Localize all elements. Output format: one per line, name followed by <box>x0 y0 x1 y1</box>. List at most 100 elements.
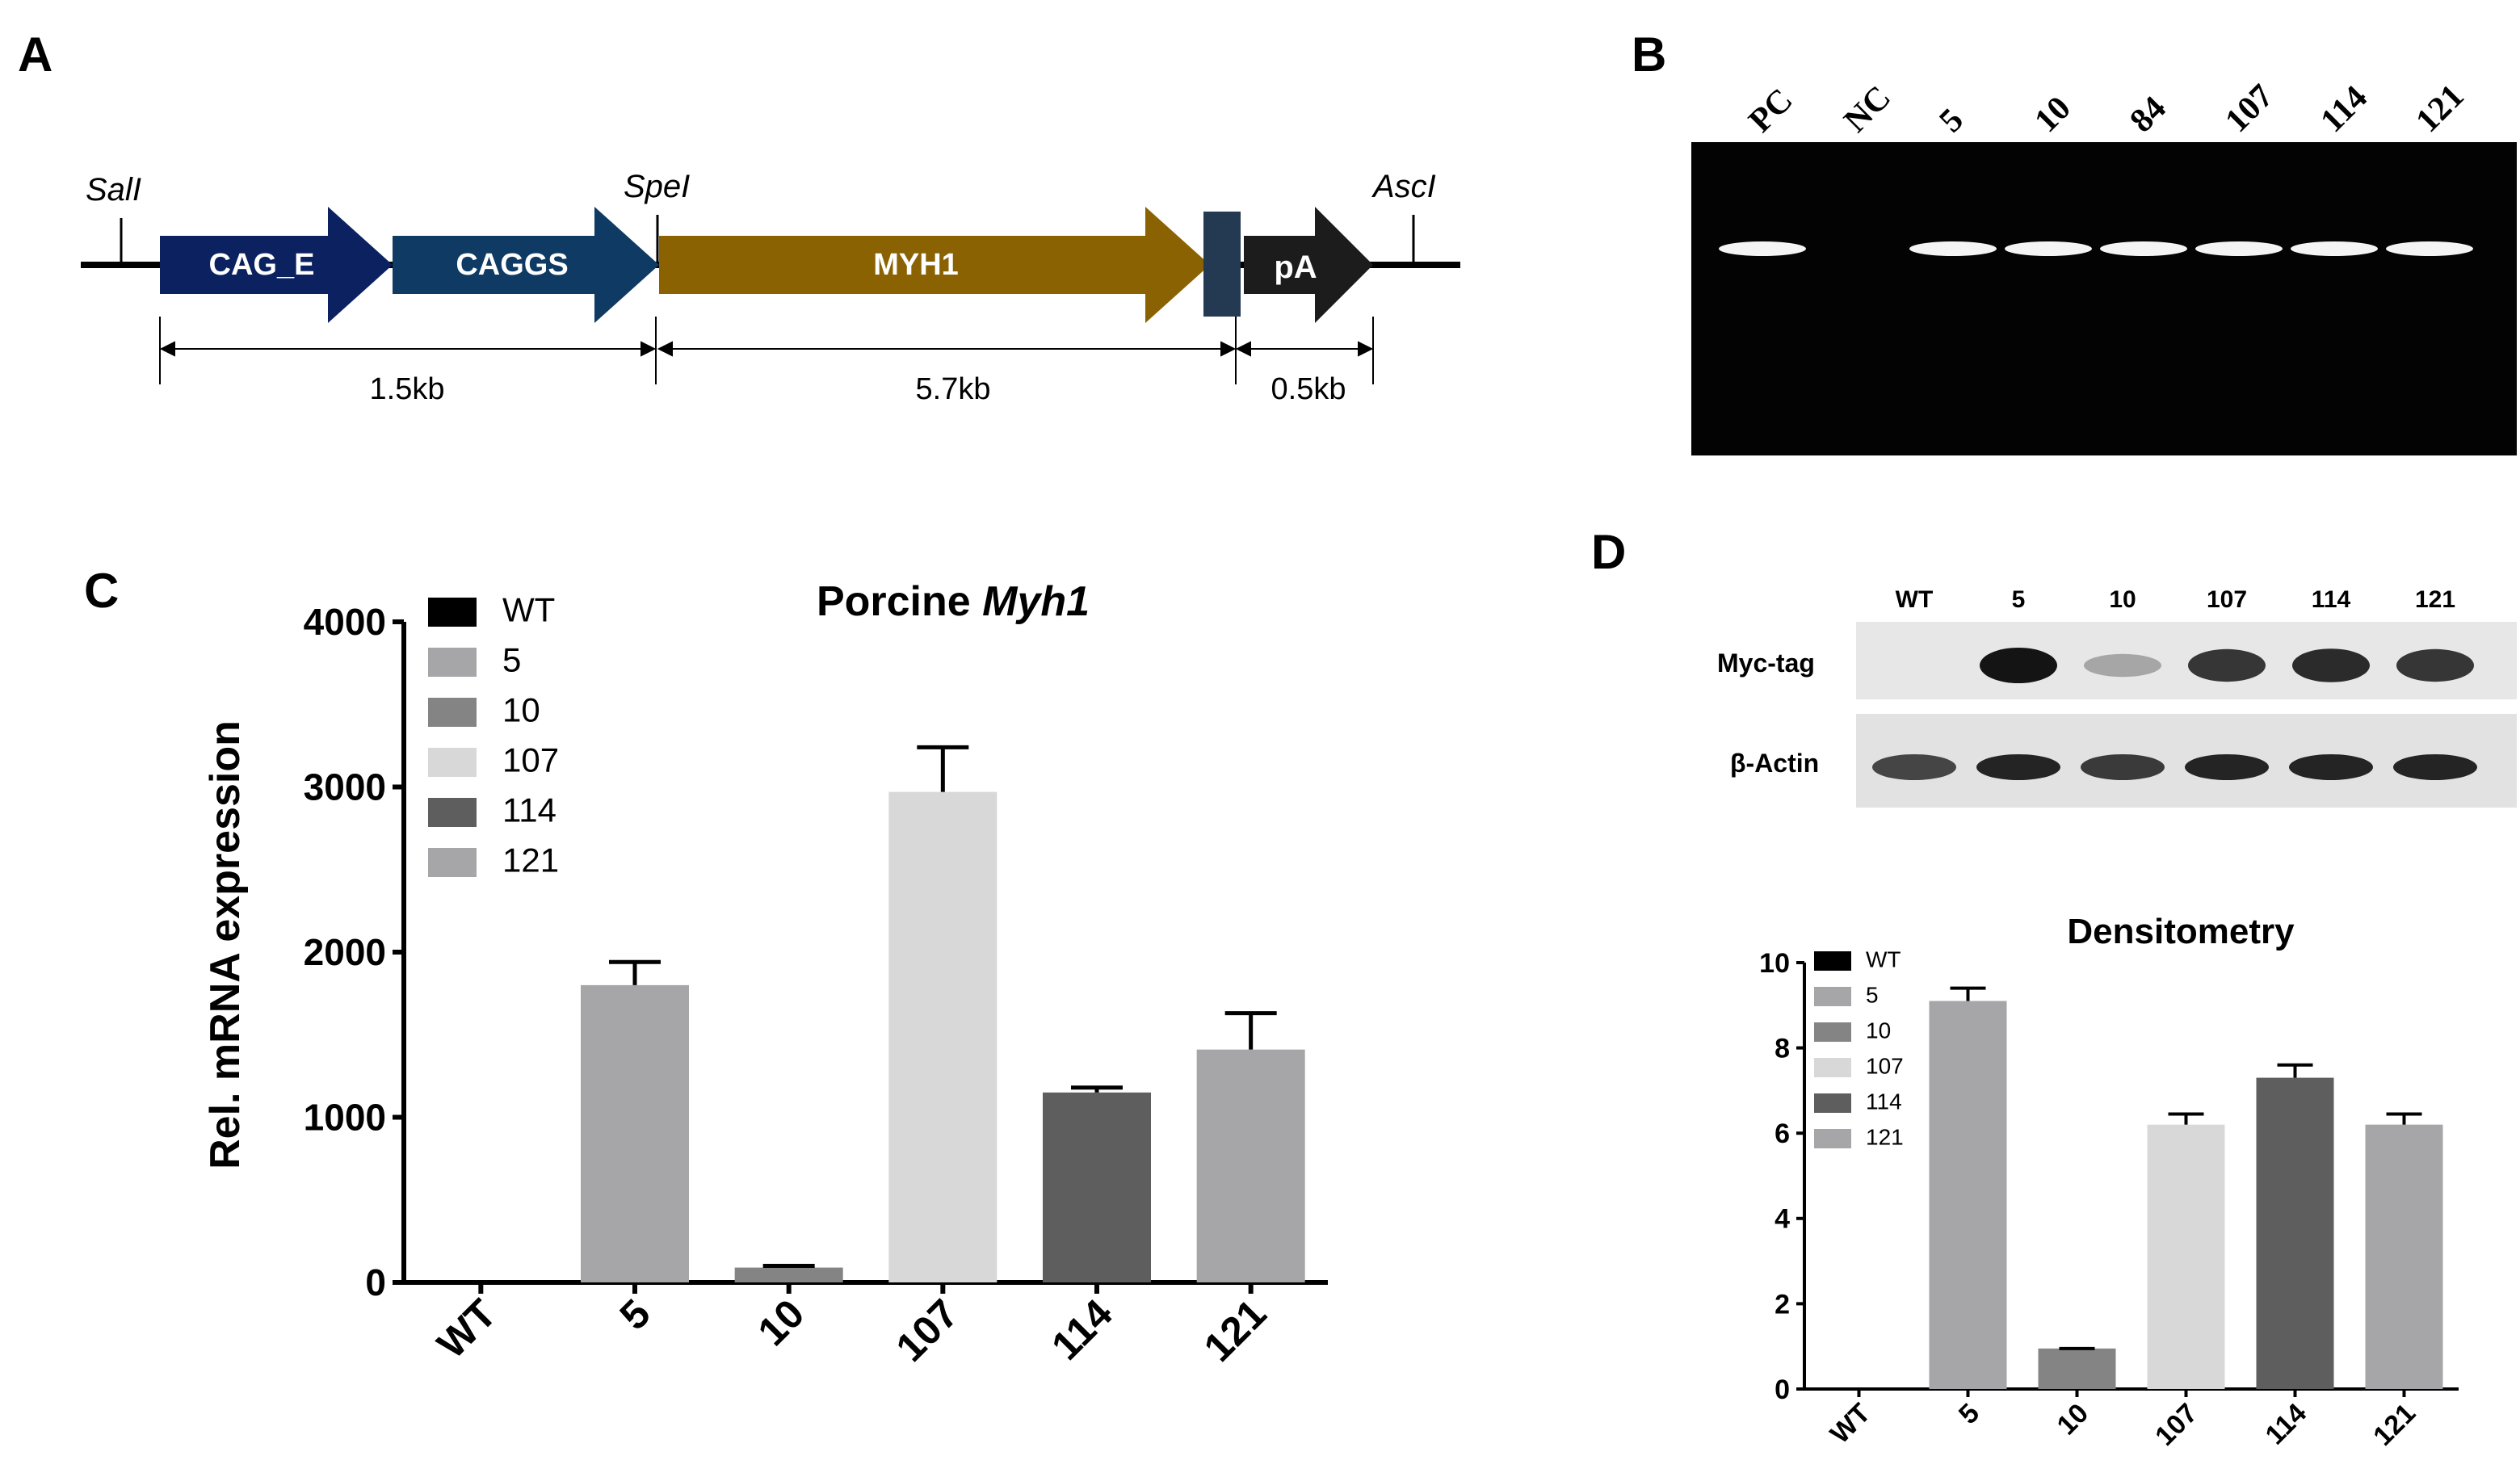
chart-d-legend-swatch-114 <box>1814 1093 1851 1113</box>
gel-band-84 <box>2100 241 2187 256</box>
gel-band-107 <box>2195 241 2283 256</box>
chart-c-legend-swatch-wt <box>428 598 477 627</box>
wb-actin-band-114 <box>2289 754 2373 780</box>
panel-a: A SalI SpeI AscI CAG_E CAGGS MYH1 pA 1.5… <box>18 27 1460 406</box>
size-bracket-1 <box>159 317 657 384</box>
gel-lane-label-nc: NC <box>1838 79 1898 140</box>
segment-myh1-arrow <box>659 207 1210 323</box>
wb-myc-band-10 <box>2084 653 2161 678</box>
wb-row-label-myc: Myc-tag <box>1717 648 1815 678</box>
panel-a-letter: A <box>18 27 52 82</box>
chart-d-ytick-label-4: 4 <box>1774 1204 1790 1235</box>
segment-caggs-label: CAGGS <box>456 248 568 282</box>
western-blot-bands <box>1872 648 2477 780</box>
chart-c-category-label-10: 10 <box>750 1290 813 1354</box>
chart-d-category-label-114: 114 <box>2259 1398 2312 1451</box>
wb-row-label-actin: β-Actin <box>1730 749 1819 778</box>
wb-lane-label-107: 107 <box>2207 586 2247 613</box>
chart-c-legend-swatch-107 <box>428 748 477 777</box>
chart-c: 0 1000 2000 3000 4000 WT 5 10 107 114 121 WT 5 10 107 1… <box>304 591 1328 1370</box>
chart-d-legend-swatch-10 <box>1814 1022 1851 1042</box>
chart-c-ytick-label-4000: 4000 <box>304 601 386 643</box>
chart-d-ytick-label-8: 8 <box>1774 1034 1790 1064</box>
gel-lane-label-114: 114 <box>2314 79 2375 140</box>
chart-d-ytick-label-10: 10 <box>1759 948 1790 979</box>
size-label-1: 1.5kb <box>370 372 445 406</box>
chart-c-ylabel: Rel. mRNA expression <box>202 720 249 1169</box>
chart-c-category-label-wt: WT <box>429 1290 506 1367</box>
chart-c-legend-swatch-10 <box>428 698 477 727</box>
chart-c-bar-121 <box>1196 1049 1305 1282</box>
size-label-2: 5.7kb <box>916 372 991 406</box>
wb-lane-label-10: 10 <box>2109 586 2136 613</box>
chart-c-legend-label-107: 107 <box>502 741 559 779</box>
site-spei: SpeI <box>624 169 690 204</box>
chart-c-category-label-5: 5 <box>611 1290 659 1338</box>
wb-lane-label-5: 5 <box>2012 586 2026 613</box>
panel-b: B PC NC 5 10 84 107 114 121 <box>1632 27 2517 455</box>
chart-c-bar-5 <box>581 984 689 1282</box>
chart-d-legend-label-121: 121 <box>1866 1125 1904 1150</box>
chart-d-bar-107 <box>2147 1124 2225 1389</box>
chart-c-bar-10 <box>734 1267 843 1282</box>
chart-d-legend-label-114: 114 <box>1866 1089 1902 1114</box>
chart-c-category-label-114: 114 <box>1043 1290 1121 1369</box>
gel-band-10 <box>2005 241 2092 256</box>
chart-c-title: Porcine Myh1 <box>817 578 1090 625</box>
panel-b-letter: B <box>1632 27 1666 82</box>
gel-lane-label-pc: PC <box>1742 82 1800 140</box>
chart-d-legend-swatch-wt <box>1814 951 1851 971</box>
wb-lane-label-114: 114 <box>2312 586 2351 613</box>
chart-d-bar-10 <box>2038 1348 2116 1389</box>
wb-myc-band-5 <box>1980 648 2057 683</box>
chart-d-ytick-label-0: 0 <box>1774 1374 1790 1405</box>
segment-myh1-label: MYH1 <box>873 248 959 282</box>
chart-d-legend-label-wt: WT <box>1866 947 1901 972</box>
chart-c-ytick-label-0: 0 <box>365 1261 386 1303</box>
gel-lane-label-10: 10 <box>2028 90 2078 140</box>
chart-d-legend-label-10: 10 <box>1866 1018 1891 1043</box>
chart-c-legend-label-wt: WT <box>502 591 555 629</box>
wb-actin-band-10 <box>2081 754 2165 780</box>
gel-bands <box>1719 241 2473 256</box>
panel-c: C Porcine Myh1 Rel. mRNA expression 0 100… <box>84 564 1328 1370</box>
chart-d-legend-label-107: 107 <box>1866 1054 1904 1079</box>
chart-c-legend-label-114: 114 <box>502 791 556 829</box>
wb-actin-band-wt <box>1872 754 1956 780</box>
chart-c-legend-swatch-121 <box>428 848 477 877</box>
segment-pa-label: pA <box>1274 250 1317 285</box>
chart-d-ytick-label-6: 6 <box>1774 1118 1790 1149</box>
chart-d-bar-5 <box>1929 1001 2007 1389</box>
gel-lane-label-121: 121 <box>2409 78 2472 140</box>
chart-d-bar-114 <box>2256 1077 2334 1389</box>
wb-myc-band-121 <box>2396 648 2474 682</box>
wb-actin-band-5 <box>1976 754 2060 780</box>
size-bracket-2 <box>657 317 1237 384</box>
chart-d-category-label-5: 5 <box>1953 1398 1985 1430</box>
gel-lane-label-107: 107 <box>2219 78 2281 140</box>
chart-c-title-plain: Porcine <box>817 578 971 625</box>
chart-c-ytick-label-2000: 2000 <box>304 931 386 973</box>
western-blot-lane-labels: WT 5 10 107 114 121 <box>1896 586 2455 613</box>
gel-band-5 <box>1909 241 1997 256</box>
segment-tag-box <box>1203 212 1241 317</box>
segment-cag-e-arrow <box>160 207 393 323</box>
chart-c-legend-swatch-5 <box>428 648 477 677</box>
chart-d: 0 2 4 6 8 10 WT 5 10 107 114 121 WT 5 10 107 114 121 <box>1759 947 2459 1452</box>
wb-lane-label-wt: WT <box>1896 586 1934 613</box>
gel-band-114 <box>2291 241 2378 256</box>
chart-c-legend-swatch-114 <box>428 798 477 827</box>
chart-d-category-label-107: 107 <box>2149 1398 2203 1452</box>
segment-cag-e-label: CAG_E <box>209 248 315 282</box>
chart-d-legend-swatch-5 <box>1814 987 1851 1006</box>
panel-d-letter: D <box>1591 525 1626 579</box>
gel-band-pc <box>1719 241 1806 256</box>
gel-lane-labels: PC NC 5 10 84 107 114 121 <box>1742 78 2472 140</box>
site-sali: SalI <box>86 172 141 208</box>
gel-image <box>1691 142 2517 455</box>
chart-c-category-label-121: 121 <box>1195 1290 1275 1370</box>
chart-d-title: Densitometry <box>2067 912 2295 951</box>
wb-actin-band-107 <box>2185 754 2269 780</box>
size-label-3: 0.5kb <box>1271 372 1346 406</box>
